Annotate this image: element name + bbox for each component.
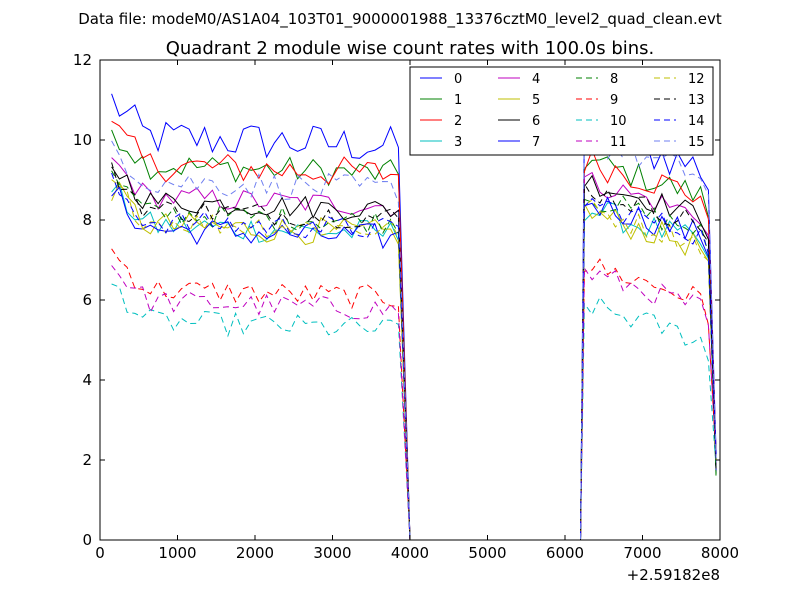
x-tick-label: 7000 xyxy=(623,544,661,562)
legend-box xyxy=(409,66,714,156)
x-tick-label: 1000 xyxy=(158,544,196,562)
legend-label-module-7: 7 xyxy=(532,135,540,150)
legend-label-module-4: 4 xyxy=(532,72,540,87)
legend-label-module-10: 10 xyxy=(610,114,627,129)
legend-label-module-14: 14 xyxy=(688,114,705,129)
series-line-module-14 xyxy=(111,172,717,540)
legend-label-module-6: 6 xyxy=(532,114,540,129)
series-line-module-15 xyxy=(111,138,717,540)
y-tick-label: 2 xyxy=(82,451,92,469)
legend-label-module-13: 13 xyxy=(688,93,705,108)
series-line-module-0 xyxy=(111,93,717,540)
series-line-module-2 xyxy=(111,120,717,540)
series-line-module-4 xyxy=(111,157,717,540)
figure-suptitle: Data file: modeM0/AS1A04_103T01_90000019… xyxy=(78,10,722,29)
series-line-module-10 xyxy=(111,283,717,540)
legend-label-module-2: 2 xyxy=(454,114,462,129)
series-line-module-1 xyxy=(111,129,717,540)
x-tick-label: 6000 xyxy=(546,544,584,562)
x-tick-label: 5000 xyxy=(468,544,506,562)
x-offset-label: +2.59182e8 xyxy=(627,566,720,584)
y-tick-label: 10 xyxy=(73,131,92,149)
legend-label-module-12: 12 xyxy=(688,72,705,87)
legend-label-module-11: 11 xyxy=(610,135,627,150)
series-line-module-9 xyxy=(111,248,717,540)
series-line-module-7 xyxy=(111,186,717,540)
series-line-module-11 xyxy=(111,265,717,540)
legend-label-module-15: 15 xyxy=(688,135,705,150)
x-tick-label: 2000 xyxy=(236,544,274,562)
series-line-module-5 xyxy=(111,181,717,540)
x-tick-label: 4000 xyxy=(391,544,429,562)
legend-label-module-5: 5 xyxy=(532,93,540,108)
legend-label-module-9: 9 xyxy=(610,93,618,108)
y-tick-label: 6 xyxy=(82,291,92,309)
y-tick-label: 0 xyxy=(82,531,92,549)
series-line-module-12 xyxy=(111,179,717,540)
legend-label-module-8: 8 xyxy=(610,72,618,87)
series-line-module-3 xyxy=(111,181,717,540)
x-tick-label: 3000 xyxy=(313,544,351,562)
axis-ticks: 0 1000 2000 3000 4000 5000 6000 7000 80000246810… xyxy=(73,51,739,562)
y-tick-label: 12 xyxy=(73,51,92,69)
chart-title: Quadrant 2 module wise count rates with … xyxy=(166,38,655,59)
series-line-module-6 xyxy=(111,166,717,540)
legend-label-module-1: 1 xyxy=(454,93,462,108)
x-tick-label: 0 xyxy=(95,544,105,562)
series-layer xyxy=(111,93,717,540)
y-tick-label: 8 xyxy=(82,211,92,229)
legend-label-module-3: 3 xyxy=(454,135,462,150)
y-tick-label: 4 xyxy=(82,371,92,389)
legend-label-module-0: 0 xyxy=(454,72,462,87)
series-line-module-8 xyxy=(111,170,717,540)
x-tick-label: 8000 xyxy=(701,544,739,562)
